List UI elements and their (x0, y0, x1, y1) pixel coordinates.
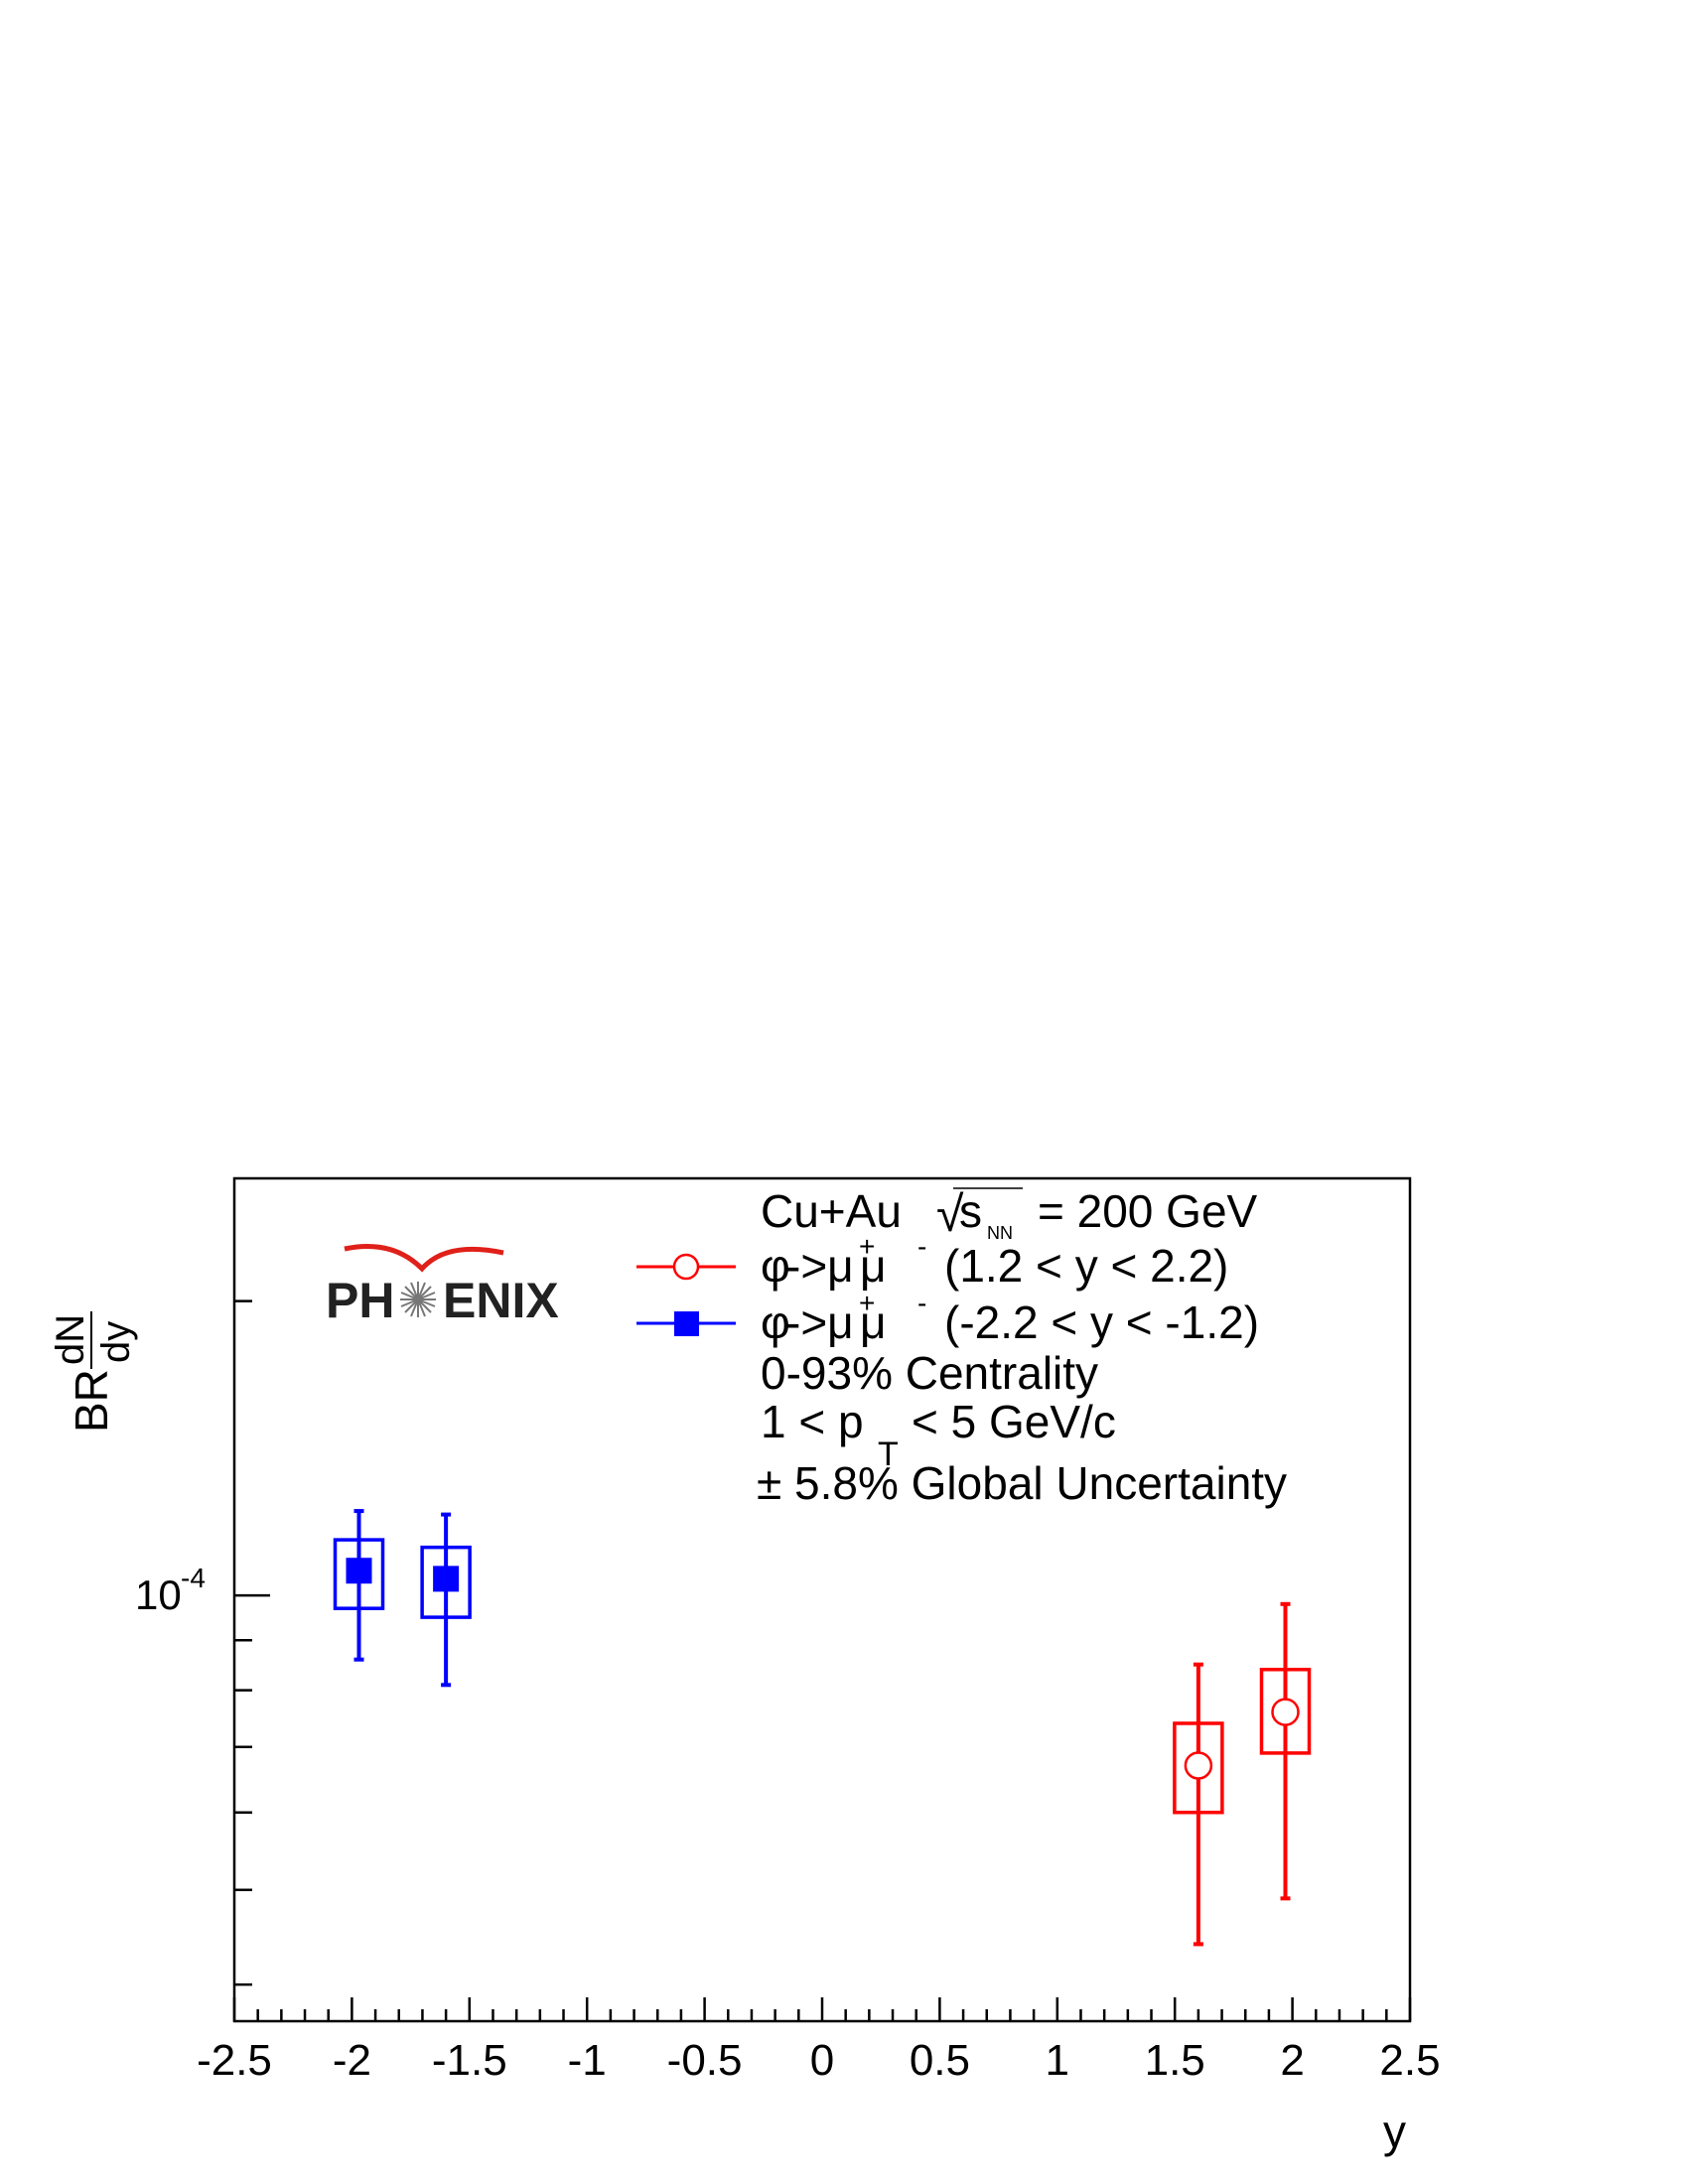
x-axis-label: y (1383, 2106, 1406, 2157)
legend-header: Cu+Au √ s NN = 200 GeV (761, 1185, 1258, 1243)
logo-text-left: PH (326, 1273, 394, 1328)
x-tick-label: 2 (1280, 2036, 1304, 2085)
legend-entry-red: φ ->μ + μ - (1.2 < y < 2.2) (636, 1231, 1228, 1292)
logo-arc (344, 1244, 504, 1273)
x-tick-label: -0.5 (667, 2036, 743, 2085)
data-point (433, 1566, 460, 1592)
legend-red-marker (672, 1253, 700, 1281)
collision-system: Cu+Au (761, 1185, 902, 1237)
legend-red-sup2: - (917, 1231, 926, 1262)
legend-blue-phi: φ (761, 1297, 790, 1348)
legend-entry-blue: φ ->μ + μ - (-2.2 < y < -1.2) (636, 1288, 1259, 1348)
energy-s-subscript: NN (987, 1223, 1013, 1243)
systematic-box (1259, 1667, 1312, 1755)
data-point (1271, 1698, 1300, 1726)
star-icon (400, 1282, 436, 1317)
systematic-box (333, 1538, 385, 1610)
pt-range-suffix: < 5 GeV/c (912, 1396, 1116, 1447)
x-tick-label: -1 (568, 2036, 607, 2085)
systematic-box (1173, 1721, 1224, 1815)
legend-blue-arrow: ->μ (785, 1297, 854, 1348)
legend-red-arrow: ->μ (785, 1240, 854, 1292)
x-tick-label: 0.5 (910, 2036, 970, 2085)
legend-blue-mu: μ (860, 1297, 887, 1348)
legend-blue-sup2: - (917, 1288, 926, 1318)
y-axis-label-base: BR (66, 1369, 117, 1433)
legend-red-range: (1.2 < y < 2.2) (944, 1240, 1228, 1292)
phenix-logo: PH ENIX (326, 1244, 559, 1328)
y-axis-label-denominator: dy (94, 1321, 138, 1363)
series-blue (333, 1509, 472, 1688)
systematic-box (420, 1545, 472, 1619)
x-tick-label: 0 (810, 2036, 834, 2085)
legend-red-mu: μ (860, 1240, 887, 1292)
x-tick-label: -2 (333, 2036, 371, 2085)
legend-blue-marker (674, 1311, 699, 1336)
x-tick-label: 2.5 (1379, 2036, 1440, 2085)
legend-red-phi: φ (761, 1240, 790, 1292)
global-uncertainty: ± 5.8% Global Uncertainty (757, 1457, 1287, 1509)
logo-text-right: ENIX (443, 1273, 559, 1328)
legend-red-sup1: + (859, 1231, 875, 1262)
sqrt-symbol: √ (936, 1186, 964, 1242)
legend-blue-sup1: + (859, 1288, 875, 1318)
energy-value: = 200 GeV (1038, 1185, 1258, 1237)
data-point (1184, 1751, 1213, 1780)
x-tick-label: 1.5 (1145, 2036, 1205, 2085)
pt-range-prefix: 1 < p (761, 1396, 864, 1447)
y-tick-label-exponent: -4 (181, 1563, 206, 1593)
x-tick-label: -1.5 (432, 2036, 507, 2085)
data-point (346, 1558, 372, 1584)
x-tick-label: 1 (1046, 2036, 1069, 2085)
data-marks (333, 1509, 1312, 1947)
centrality-label: 0-93% Centrality (761, 1347, 1098, 1399)
axes: -2.5 -2 -1.5 -1 -0.5 0 0.5 1 1.5 2 2.5 10 -4 (135, 1299, 1441, 2085)
pt-range: 1 < p T < 5 GeV/c (761, 1396, 1116, 1473)
y-axis-label-numerator: dN (49, 1314, 92, 1365)
series-red (1173, 1601, 1312, 1947)
legend: Cu+Au √ s NN = 200 GeV φ ->μ + μ - (1.2 … (636, 1185, 1287, 1509)
y-tick-label-base: 10 (135, 1571, 182, 1618)
y-axis-title: BR dN dy (49, 1311, 138, 1433)
pt-range-subscript: T (878, 1435, 899, 1473)
x-tick-label: -2.5 (197, 2036, 272, 2085)
energy-s: s (959, 1185, 982, 1237)
legend-blue-range: (-2.2 < y < -1.2) (944, 1297, 1259, 1348)
